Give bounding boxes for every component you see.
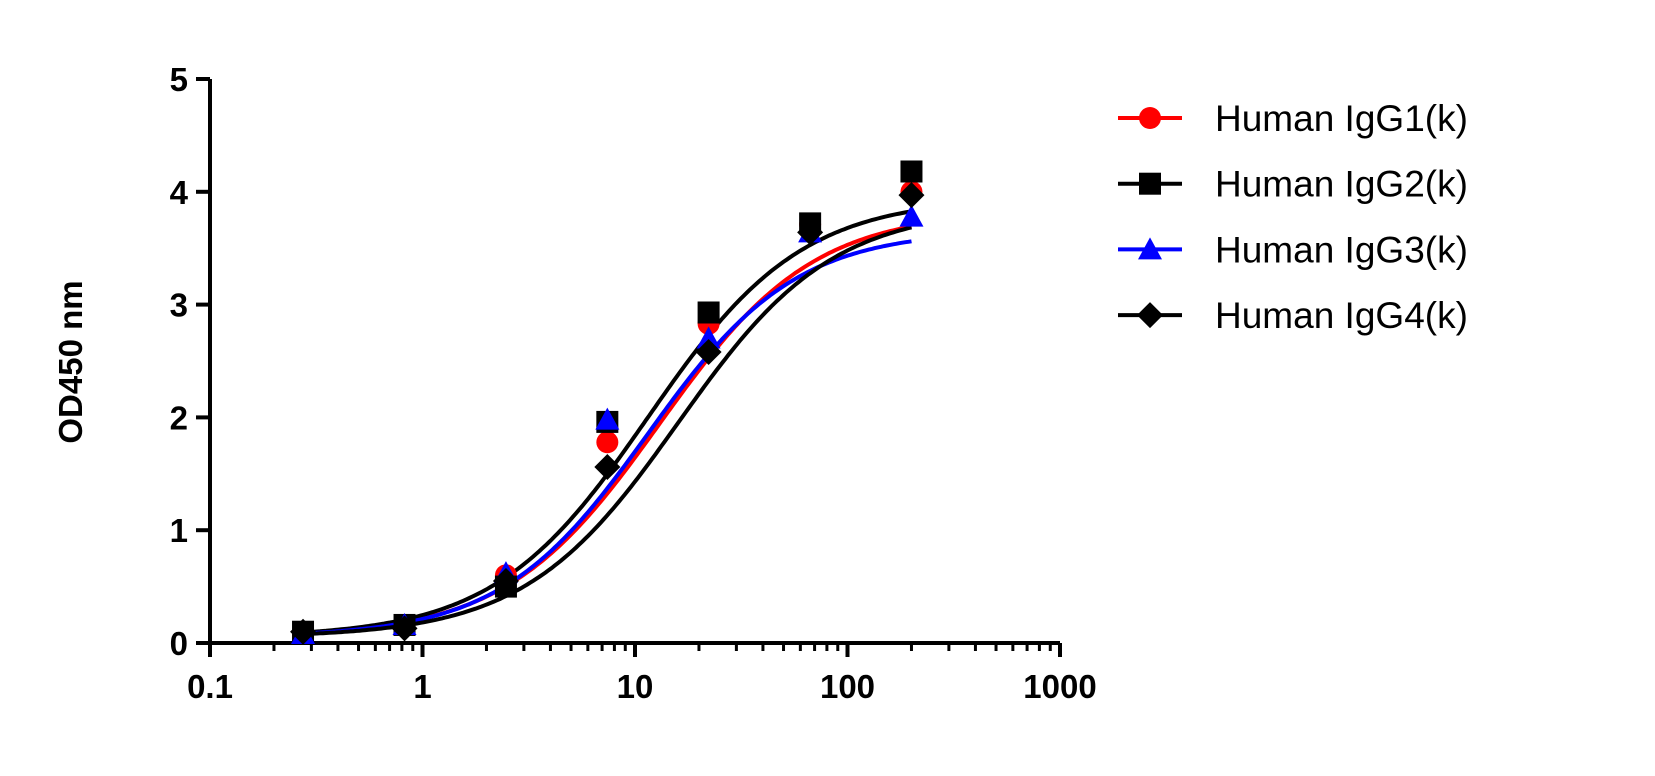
x-tick-label: 10	[617, 668, 654, 705]
data-point-triangle	[696, 326, 721, 349]
legend-label: Human IgG2(k)	[1215, 164, 1468, 205]
x-tick-label: 0.1	[187, 668, 233, 705]
legend-label: Human IgG4(k)	[1215, 295, 1468, 336]
legend-label: Human IgG1(k)	[1215, 98, 1468, 139]
legend-label: Human IgG3(k)	[1215, 229, 1468, 270]
y-tick-label: 4	[170, 174, 189, 211]
circle-marker-icon	[1139, 107, 1161, 129]
data-point-diamond	[290, 618, 317, 645]
x-tick-label: 1000	[1023, 668, 1096, 705]
diamond-marker-icon	[1137, 302, 1163, 329]
data-point-diamond	[898, 182, 925, 209]
y-tick-label: 3	[170, 287, 188, 324]
axes: 0.1 1 10 100 1000 0 1 2 3 4 5	[170, 61, 1097, 705]
y-tick-label: 0	[170, 625, 188, 662]
y-tick-label: 1	[170, 512, 188, 549]
data-point-square	[900, 160, 923, 183]
x-tick-label: 1	[413, 668, 431, 705]
data-point-triangle	[899, 204, 924, 227]
data-point-square	[697, 301, 720, 324]
data-point-circle	[596, 431, 619, 454]
x-tick-label: 100	[820, 668, 875, 705]
legend: Human IgG1(k) Human IgG2(k) Human IgG3(k) H…	[1118, 98, 1468, 336]
data-point-diamond	[492, 567, 519, 594]
data-point-triangle	[595, 407, 620, 430]
data-point-diamond	[391, 615, 418, 642]
y-axis-label: OD450 nm	[52, 280, 89, 443]
data-point-diamond	[695, 338, 722, 365]
square-marker-icon	[1139, 172, 1161, 195]
data-point-diamond	[797, 219, 824, 246]
data-point-diamond	[594, 454, 621, 481]
triangle-marker-icon	[1138, 237, 1162, 260]
y-tick-label: 2	[170, 399, 188, 436]
data-points	[290, 160, 925, 645]
y-tick-label: 5	[170, 61, 188, 98]
